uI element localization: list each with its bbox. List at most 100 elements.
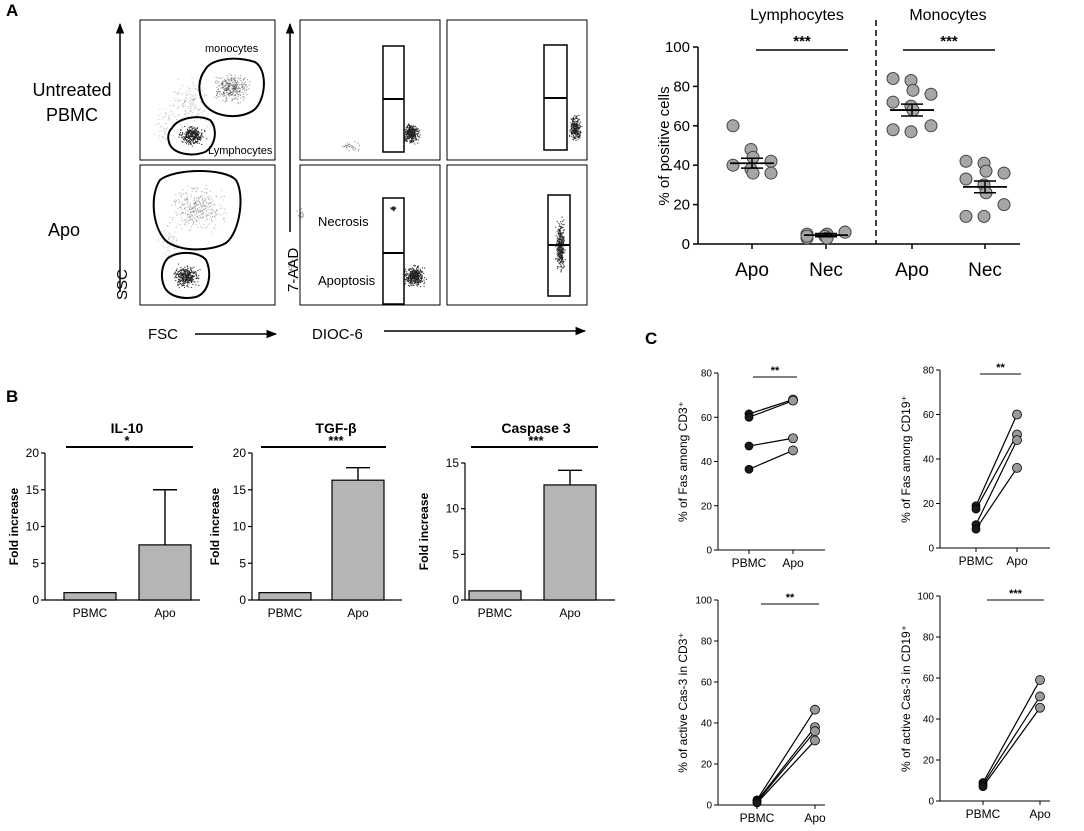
facs-event-dot xyxy=(199,203,201,205)
y-axis-label: % of Fas among CD3⁺ xyxy=(676,401,690,522)
facs-event-dot xyxy=(184,279,186,281)
facs-event-dot xyxy=(183,271,185,273)
facs-event-dot xyxy=(194,135,196,137)
facs-event-dot xyxy=(184,213,186,215)
facs-event-dot xyxy=(186,285,188,287)
facs-event-dot xyxy=(300,218,302,220)
facs-event-dot xyxy=(571,136,573,138)
facs-event-dot xyxy=(225,87,227,89)
facs-event-dot xyxy=(189,138,191,140)
facs-event-dot xyxy=(199,136,201,138)
facs-event-dot xyxy=(203,200,205,202)
y-tick-label: 20 xyxy=(26,446,40,460)
facs-event-dot xyxy=(183,274,185,276)
facs-event-dot xyxy=(180,207,182,209)
facs-event-dot xyxy=(192,141,194,143)
facs-event-dot xyxy=(236,98,238,100)
facs-event-dot xyxy=(189,93,191,95)
lymphocyte-gate-apo xyxy=(160,252,211,299)
facs-event-dot xyxy=(406,130,408,132)
facs-event-dot xyxy=(191,128,193,130)
facs-event-dot xyxy=(417,275,419,277)
facs-event-dot xyxy=(178,281,180,283)
facs-event-dot xyxy=(346,142,348,144)
facs-event-dot xyxy=(202,205,204,207)
facs-event-dot xyxy=(192,137,194,139)
facs-event-dot xyxy=(347,144,349,146)
data-point xyxy=(746,166,760,180)
facs-event-dot xyxy=(178,273,180,275)
facs-event-dot xyxy=(195,216,197,218)
y-tick-label: 0 xyxy=(928,544,934,555)
facs-event-dot xyxy=(237,77,239,79)
facs-event-dot xyxy=(572,120,574,122)
facs-event-dot xyxy=(192,99,194,101)
facs-event-dot xyxy=(203,197,205,199)
data-point xyxy=(997,166,1011,180)
facs-event-dot xyxy=(570,132,572,134)
facs-event-dot xyxy=(189,215,191,217)
facs-event-dot xyxy=(188,127,190,129)
facs-event-dot xyxy=(190,108,192,110)
facs-event-dot xyxy=(575,132,577,134)
facs-event-dot xyxy=(182,275,184,277)
paired-line xyxy=(748,437,794,447)
facs-event-dot xyxy=(195,130,197,132)
facs-event-dot xyxy=(561,258,563,260)
facs-event-dot xyxy=(227,87,229,89)
facs-event-dot xyxy=(224,80,226,82)
facs-event-dot xyxy=(184,282,186,284)
facs-event-dot xyxy=(190,213,192,215)
facs-event-dot xyxy=(414,276,416,278)
facs-event-dot xyxy=(192,135,194,137)
facs-event-dot xyxy=(223,78,225,80)
facs-event-dot xyxy=(189,204,191,206)
facs-event-dot xyxy=(227,88,229,90)
facs-event-dot xyxy=(184,100,186,102)
facs-event-dot xyxy=(228,89,230,91)
facs-event-dot xyxy=(572,133,574,135)
facs-event-dot xyxy=(414,273,416,275)
data-point xyxy=(904,125,918,139)
facs-event-dot xyxy=(181,219,183,221)
facs-event-dot xyxy=(198,134,200,136)
facs-event-dot xyxy=(419,272,421,274)
facs-event-dot xyxy=(176,240,178,242)
facs-event-dot xyxy=(191,130,193,132)
facs-event-dot xyxy=(560,234,562,236)
facs-event-dot xyxy=(241,84,243,86)
facs-event-dot xyxy=(189,135,191,137)
facs-event-dot xyxy=(194,204,196,206)
facs-event-dot xyxy=(414,265,416,267)
facs-event-dot xyxy=(190,272,192,274)
paired-line xyxy=(748,449,794,470)
facs-event-dot xyxy=(197,130,199,132)
facs-event-dot xyxy=(183,269,185,271)
facs-event-dot xyxy=(195,275,197,277)
facs-event-dot xyxy=(182,274,184,276)
facs-event-dot xyxy=(180,280,182,282)
facs-event-dot xyxy=(191,271,193,273)
facs-event-dot xyxy=(180,274,182,276)
facs-event-dot xyxy=(562,261,564,263)
facs-event-dot xyxy=(169,234,171,236)
facs-event-dot xyxy=(579,131,581,133)
facs-event-dot xyxy=(561,232,563,234)
facs-event-dot xyxy=(165,236,167,238)
facs-event-dot xyxy=(192,280,194,282)
facs-event-dot xyxy=(235,82,237,84)
facs-event-dot xyxy=(208,195,210,197)
facs-event-dot xyxy=(194,214,196,216)
facs-event-dot xyxy=(420,282,422,284)
facs-event-dot xyxy=(175,247,177,249)
facs-event-dot xyxy=(191,131,193,133)
facs-event-dot xyxy=(192,210,194,212)
facs-event-dot xyxy=(405,268,407,270)
facs-event-dot xyxy=(195,191,197,193)
facs-event-dot xyxy=(579,130,581,132)
facs-event-dot xyxy=(410,125,412,127)
facs-event-dot xyxy=(181,208,183,210)
facs-event-dot xyxy=(183,138,185,140)
facs-event-dot xyxy=(407,135,409,137)
facs-event-dot xyxy=(556,251,558,253)
